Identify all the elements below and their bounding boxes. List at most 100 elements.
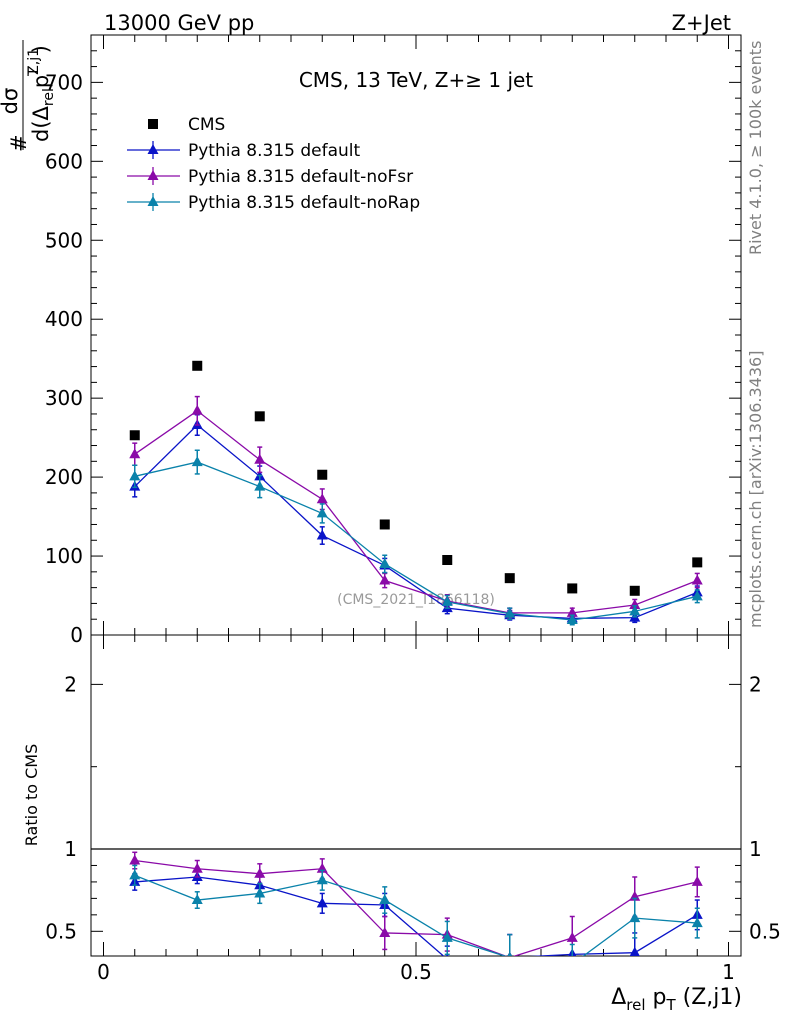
y-label-hash: # [7, 134, 31, 152]
rivet-side-label: Rivet 4.1.0, ≥ 100k events [746, 41, 765, 255]
ratio-y-tick-label: 2 [64, 672, 77, 696]
point-default [316, 529, 328, 540]
ratio-series-clip [129, 851, 703, 956]
legend-label-noFsr: Pythia 8.315 default-noFsr [188, 167, 413, 187]
legend-entry-default: Pythia 8.315 default [127, 141, 361, 161]
x-label-delta: Δ [611, 985, 626, 1010]
point-cms [129, 430, 140, 441]
ratio-y-tick-label-right: 0.5 [749, 919, 781, 943]
main-y-tick-label: 500 [45, 228, 83, 252]
ratio-y-tick-label-right: 1 [749, 837, 762, 861]
x-label-T: T [665, 996, 676, 1014]
ratio-point-noRap [254, 887, 266, 898]
ratio-point-noFsr [691, 875, 703, 886]
x-tick-label: 0 [97, 960, 110, 984]
x-axis-label: Δrel pT (Z,j1) [611, 985, 742, 1014]
ratio-point-noFsr [566, 931, 578, 942]
ratio-point-noFsr [629, 890, 641, 901]
main-plot-title: CMS, 13 TeV, Z+≥ 1 jet [299, 68, 533, 92]
ratio-point-noRap [191, 894, 203, 905]
ratio-point-noRap [691, 917, 703, 928]
ratio-line-noFsr [134, 859, 698, 956]
ratio-point-noFsr [379, 926, 391, 937]
legend-marker-cms [148, 119, 158, 129]
point-cms [629, 585, 640, 596]
point-noFsr [379, 574, 391, 585]
ratio-series-noRap [129, 864, 703, 956]
point-noRap [254, 480, 266, 491]
x-label-rel: rel [626, 996, 645, 1014]
ratio-point-noRap [379, 894, 391, 905]
series-line-noFsr [134, 409, 698, 614]
ratio-point-noFsr [254, 867, 266, 878]
main-y-axis-label: # dσ d(ΔrelpZ,j1T) [0, 40, 57, 152]
ratio-point-noFsr [129, 854, 141, 865]
legend-entry-cms: CMS [148, 115, 225, 135]
legend-label-noRap: Pythia 8.315 default-noRap [188, 193, 420, 213]
point-cms [442, 555, 453, 565]
main-y-tick-label: 600 [45, 149, 83, 173]
main-y-tick-label: 0 [70, 623, 83, 647]
series-noRap [129, 449, 703, 626]
main-series-clip [129, 360, 703, 626]
y-label-denominator: d(ΔrelpZ,j1T) [26, 45, 57, 142]
point-cms [379, 519, 390, 530]
ratio-point-noFsr [191, 862, 203, 873]
main-y-tick-label: 300 [45, 386, 83, 410]
legend-marker-default [147, 144, 159, 154]
legend-label-default: Pythia 8.315 default [188, 141, 361, 161]
point-cms [504, 573, 515, 584]
x-tick-label: 1 [722, 960, 735, 984]
point-noRap [629, 605, 641, 616]
y-label-den-d: d(Δ [29, 105, 53, 142]
main-y-tick-label: 400 [45, 307, 83, 331]
point-cms [254, 411, 265, 422]
x-label-p: p [646, 985, 667, 1010]
y-label-numerator: dσ [0, 88, 22, 115]
ratio-point-default [316, 897, 328, 908]
header-left-label: 13000 GeV pp [104, 11, 254, 35]
point-noFsr [191, 404, 203, 415]
main-axes: 0 100 200 300 400 500 600 700 [45, 35, 741, 647]
ratio-y-tick-label: 1 [64, 837, 77, 861]
y-label-den-T: T [26, 67, 42, 77]
ratio-y-tick-label-right: 2 [749, 672, 762, 696]
series-noFsr [129, 395, 703, 619]
main-series-group [129, 360, 703, 626]
point-noRap [129, 470, 141, 481]
ratio-plot-frame [90, 634, 742, 957]
main-y-tick-label: 700 [45, 70, 83, 94]
point-noFsr [691, 574, 703, 585]
point-cms [317, 469, 328, 480]
point-noFsr [566, 606, 578, 617]
x-label-rest: (Z,j1) [676, 985, 742, 1010]
y-label-den-rel: rel [41, 88, 57, 106]
point-noRap [504, 607, 516, 618]
point-cms [192, 360, 203, 371]
y-label-den-close: ) [29, 45, 53, 53]
series-line-noRap [134, 461, 698, 621]
ratio-axes: 0 0.5 1 0.5 0.5 1 1 2 2 [45, 635, 781, 984]
point-noFsr [629, 599, 641, 609]
ratio-point-noRap [316, 874, 328, 885]
ratio-line-noRap [134, 874, 698, 956]
point-noRap [379, 557, 391, 568]
ratio-y-axis-label: Ratio to CMS [22, 744, 41, 846]
point-noRap [691, 590, 703, 601]
ratio-line-default [134, 876, 698, 956]
legend-entry-noFsr: Pythia 8.315 default-noFsr [127, 167, 413, 187]
ratio-series-group [129, 851, 703, 956]
point-noFsr [316, 493, 328, 504]
legend: CMS Pythia 8.315 default Pythia 8.315 defa… [127, 115, 420, 213]
series-cms [129, 360, 703, 596]
mcplots-side-label: mcplots.cern.ch [arXiv:1306.3436] [746, 351, 765, 628]
x-tick-label: 0.5 [400, 960, 432, 984]
point-noRap [191, 456, 203, 467]
point-noRap [566, 614, 578, 624]
ratio-point-default [629, 946, 640, 956]
point-noFsr [254, 453, 266, 464]
legend-entry-noRap: Pythia 8.315 default-noRap [127, 193, 420, 213]
point-cms [567, 583, 578, 594]
point-noFsr [129, 448, 141, 459]
